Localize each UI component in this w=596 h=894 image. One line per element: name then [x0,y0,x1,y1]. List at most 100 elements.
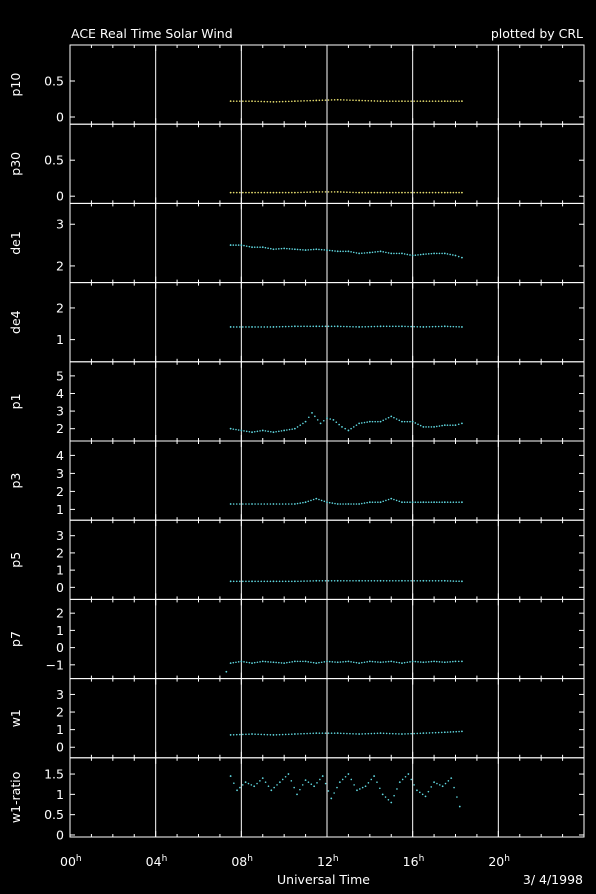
data-point [358,422,361,425]
data-point [272,248,275,251]
data-point [449,325,452,328]
data-point [440,191,443,194]
data-point [430,426,433,428]
data-point [404,733,406,735]
data-point [382,661,385,663]
data-point [387,416,390,419]
data-point [339,732,342,735]
data-point [364,99,367,102]
data-point [425,100,428,102]
data-point [306,580,308,582]
data-point [293,427,296,430]
data-point [404,775,407,778]
y-tick-label: 3 [56,404,64,419]
data-point [339,191,342,193]
y-tick-label: −1 [46,657,64,672]
data-point [260,100,263,103]
data-point [367,732,370,735]
data-point [367,325,370,328]
data-point [248,661,251,664]
data-point [333,792,335,794]
data-point [349,99,351,101]
data-point [242,580,244,583]
data-point [243,430,245,432]
data-point [245,733,247,736]
y-tick-label: 0 [56,740,64,755]
data-point [346,580,348,582]
data-point [363,421,366,424]
data-point [409,501,411,504]
data-point [318,99,321,102]
data-point [456,796,458,798]
data-point [315,497,318,500]
data-point [446,191,449,194]
data-point [283,247,286,250]
data-point [299,660,302,663]
data-point [352,191,354,194]
data-point [427,661,430,663]
data-point [324,580,327,582]
data-point [310,783,313,785]
data-point [361,502,363,505]
data-point [346,325,348,328]
data-point [235,503,238,505]
data-point [307,416,310,419]
data-point [323,249,326,251]
data-point [297,580,299,583]
data-point [461,660,463,663]
data-point [403,501,406,504]
data-point [244,781,247,784]
data-point [339,580,342,582]
data-point [446,501,449,504]
data-point [368,660,371,663]
data-point [272,100,275,103]
data-point [310,661,312,664]
data-point [366,421,368,423]
data-point [272,431,275,434]
data-point [373,732,376,735]
y-tick-label: 2 [56,300,64,315]
data-point [379,732,382,735]
data-point [455,501,458,504]
data-point [235,100,238,102]
data-point [431,191,434,194]
data-point [398,733,400,735]
data-point [287,325,290,328]
data-point [368,251,371,254]
data-point [309,580,311,582]
data-point [304,249,307,251]
data-point [248,503,250,505]
data-point [403,420,406,423]
data-point [434,325,437,328]
data-point [376,100,379,102]
data-point [245,245,248,247]
data-point [239,580,241,583]
data-point [333,580,336,582]
data-point [361,733,363,735]
data-point [414,660,417,663]
data-point [307,500,310,503]
data-point [343,191,345,193]
data-point [320,248,323,251]
data-point [303,325,305,328]
data-point [461,501,463,504]
data-point [384,796,387,798]
data-point [454,660,457,663]
data-point [306,191,308,193]
data-point [263,580,266,583]
data-point [376,781,378,783]
data-point [455,325,458,328]
y-tick-label: 0.5 [44,807,64,822]
data-point [331,249,334,252]
data-point [373,775,376,777]
data-point [446,424,449,426]
data-point [350,251,352,253]
data-point [409,420,411,423]
data-point [401,100,403,103]
data-point [391,325,394,328]
data-point [280,662,283,664]
data-point [328,660,331,663]
data-point [283,429,286,432]
data-point [309,191,311,193]
data-point [323,661,326,663]
